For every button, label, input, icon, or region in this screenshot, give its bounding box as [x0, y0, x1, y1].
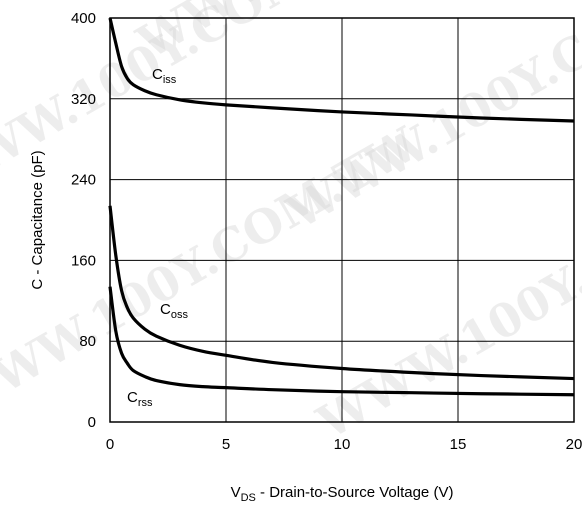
ciss-main: C: [152, 66, 163, 83]
y-tick-label-80: 80: [79, 333, 96, 350]
x-tick-label-10: 10: [334, 436, 351, 453]
series-line-ciss: [108, 17, 575, 123]
x-tick-label-15: 15: [450, 436, 467, 453]
series-label-ciss: Ciss: [152, 66, 177, 86]
x-tick-labels: 0 5 10 15 20: [106, 436, 582, 453]
x-tick-label-20: 20: [566, 436, 582, 453]
watermark-layer: WWW.100Y.COM.TW WWW.100Y.COM.TW WWW.100Y…: [0, 0, 582, 450]
coss-main: C: [160, 301, 171, 318]
coss-sub: oss: [171, 309, 189, 321]
y-tick-label-160: 160: [71, 252, 96, 269]
series-line-crss: [108, 286, 575, 397]
y-tick-label-240: 240: [71, 172, 96, 189]
crss-main: C: [127, 389, 138, 406]
x-axis-label-main: V: [231, 484, 241, 501]
y-tick-labels: 0 80 160 240 320 400: [71, 10, 96, 431]
series-label-coss: Coss: [160, 301, 188, 321]
x-axis-label-rest: - Drain-to-Source Voltage (V): [256, 484, 454, 501]
x-axis-label: VDS - Drain-to-Source Voltage (V): [231, 484, 454, 504]
crss-sub: rss: [138, 397, 153, 409]
y-axis-label: C - Capacitance (pF): [29, 150, 46, 289]
x-axis-label-sub: DS: [241, 492, 256, 504]
y-tick-label-320: 320: [71, 91, 96, 108]
x-tick-label-0: 0: [106, 436, 114, 453]
x-tick-label-5: 5: [222, 436, 230, 453]
grid-lines: [110, 18, 574, 422]
series-lines: [108, 17, 575, 397]
ciss-sub: iss: [163, 74, 177, 86]
y-tick-label-0: 0: [88, 414, 96, 431]
series-label-crss: Crss: [127, 389, 153, 409]
y-tick-label-400: 400: [71, 10, 96, 27]
series-line-coss: [108, 205, 575, 381]
